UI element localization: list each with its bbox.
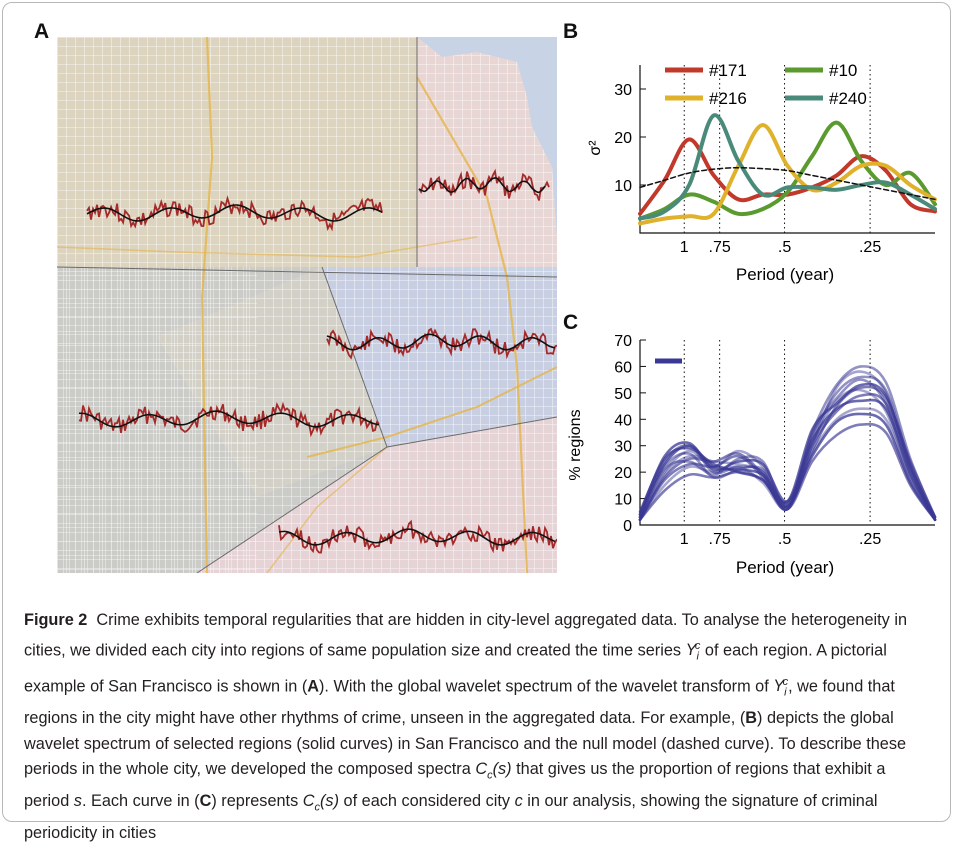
caption-text-9: of each considered city [343, 792, 511, 811]
panel-label-c: C [563, 311, 579, 334]
caption-var-cc: Cc(s) [475, 760, 512, 782]
series-line [638, 382, 937, 519]
y-tick-label: 10 [614, 492, 632, 509]
crime-series-smoothed [78, 410, 380, 428]
caption-var-cc-2: Cc(s) [302, 792, 339, 814]
figure-frame [2, 2, 951, 822]
panel-label-a: A [34, 20, 50, 43]
caption-text-4: , we found that regions in the city migh… [24, 677, 895, 728]
san-francisco-map [57, 37, 557, 573]
axis-frame [639, 65, 935, 234]
x-tick-label: .5 [778, 531, 791, 548]
panel-label-b: B [563, 20, 579, 43]
caption-var-y-2: Yic [773, 675, 789, 699]
x-tick-label: .25 [859, 239, 881, 256]
series-line [638, 120, 937, 221]
chart-c-xlabel: Period (year) [736, 558, 834, 577]
caption-ref-b: B [745, 709, 758, 728]
crime-series-smoothed [326, 333, 556, 351]
crime-series-raw [418, 168, 550, 201]
y-tick-label: 40 [614, 412, 632, 429]
y-tick-label: 70 [614, 333, 632, 350]
chart-b-ylabel: σ² [587, 140, 604, 156]
caption-text-3: ). With the global wavelet spectrum of t… [319, 677, 769, 696]
caption-var-s: s [73, 792, 82, 811]
legend-label: #216 [709, 89, 747, 108]
caption-text-8: ) represents [211, 792, 299, 811]
series-line [638, 422, 937, 522]
legend-label: #10 [829, 61, 857, 80]
y-tick-label: 0 [623, 518, 632, 535]
crime-series-raw [78, 401, 380, 438]
caption-text-5: ) depicts the global wavelet spectrum of… [24, 709, 907, 779]
y-tick-label: 50 [614, 386, 632, 403]
caption-text-6: that gives us the proportion of regions … [24, 760, 886, 811]
y-tick-label: 60 [614, 359, 632, 376]
x-tick-label: .75 [709, 239, 731, 256]
series-line [638, 375, 937, 522]
chart-b: 1 .75 .5 .25 10 20 30 #171 #10 #216 #240 σ² Period… [587, 61, 937, 284]
figure-caption: Figure 2 Crime exhibits temporal regular… [24, 608, 929, 847]
y-tick-label: 20 [614, 465, 632, 482]
caption-text-7: . Each curve in ( [81, 792, 200, 811]
x-tick-label: 1 [680, 239, 689, 256]
caption-ref-c: C [199, 792, 212, 811]
chart-c-ylabel: % regions [567, 409, 584, 480]
x-tick-label: .75 [709, 531, 731, 548]
y-tick-label: 20 [614, 130, 632, 147]
series-line [638, 113, 937, 221]
x-tick-label: .5 [778, 239, 791, 256]
series-line [638, 122, 937, 226]
caption-var-y: Yic [685, 639, 701, 663]
caption-text-2: of each region. A pictorial example of S… [24, 641, 887, 696]
legend-label: #171 [709, 61, 747, 80]
caption-label: Figure 2 [24, 611, 88, 629]
crime-series-smoothed [86, 204, 383, 222]
crime-series-raw [326, 327, 557, 360]
series-line [639, 166, 936, 201]
chart-b-xlabel: Period (year) [736, 265, 834, 284]
crime-series-raw [278, 519, 557, 554]
crime-series-smoothed [418, 177, 546, 194]
crime-series-smoothed [278, 528, 556, 546]
caption-ref-a: A [307, 677, 320, 696]
series-line [638, 365, 937, 519]
y-tick-label: 30 [614, 439, 632, 456]
y-tick-label: 10 [614, 178, 632, 195]
caption-var-c: c [514, 792, 523, 811]
region-time-series [78, 168, 557, 554]
x-tick-label: 1 [680, 531, 689, 548]
chart-c: 1 .75 .5 .25 0 10 20 30 40 50 60 70 % regions Perio… [567, 333, 937, 577]
legend-label: #240 [829, 89, 867, 108]
x-tick-label: .25 [859, 531, 881, 548]
caption-text-1: Crime exhibits temporal regularities tha… [24, 611, 908, 660]
series-line [638, 388, 937, 522]
y-tick-label: 30 [614, 82, 632, 99]
